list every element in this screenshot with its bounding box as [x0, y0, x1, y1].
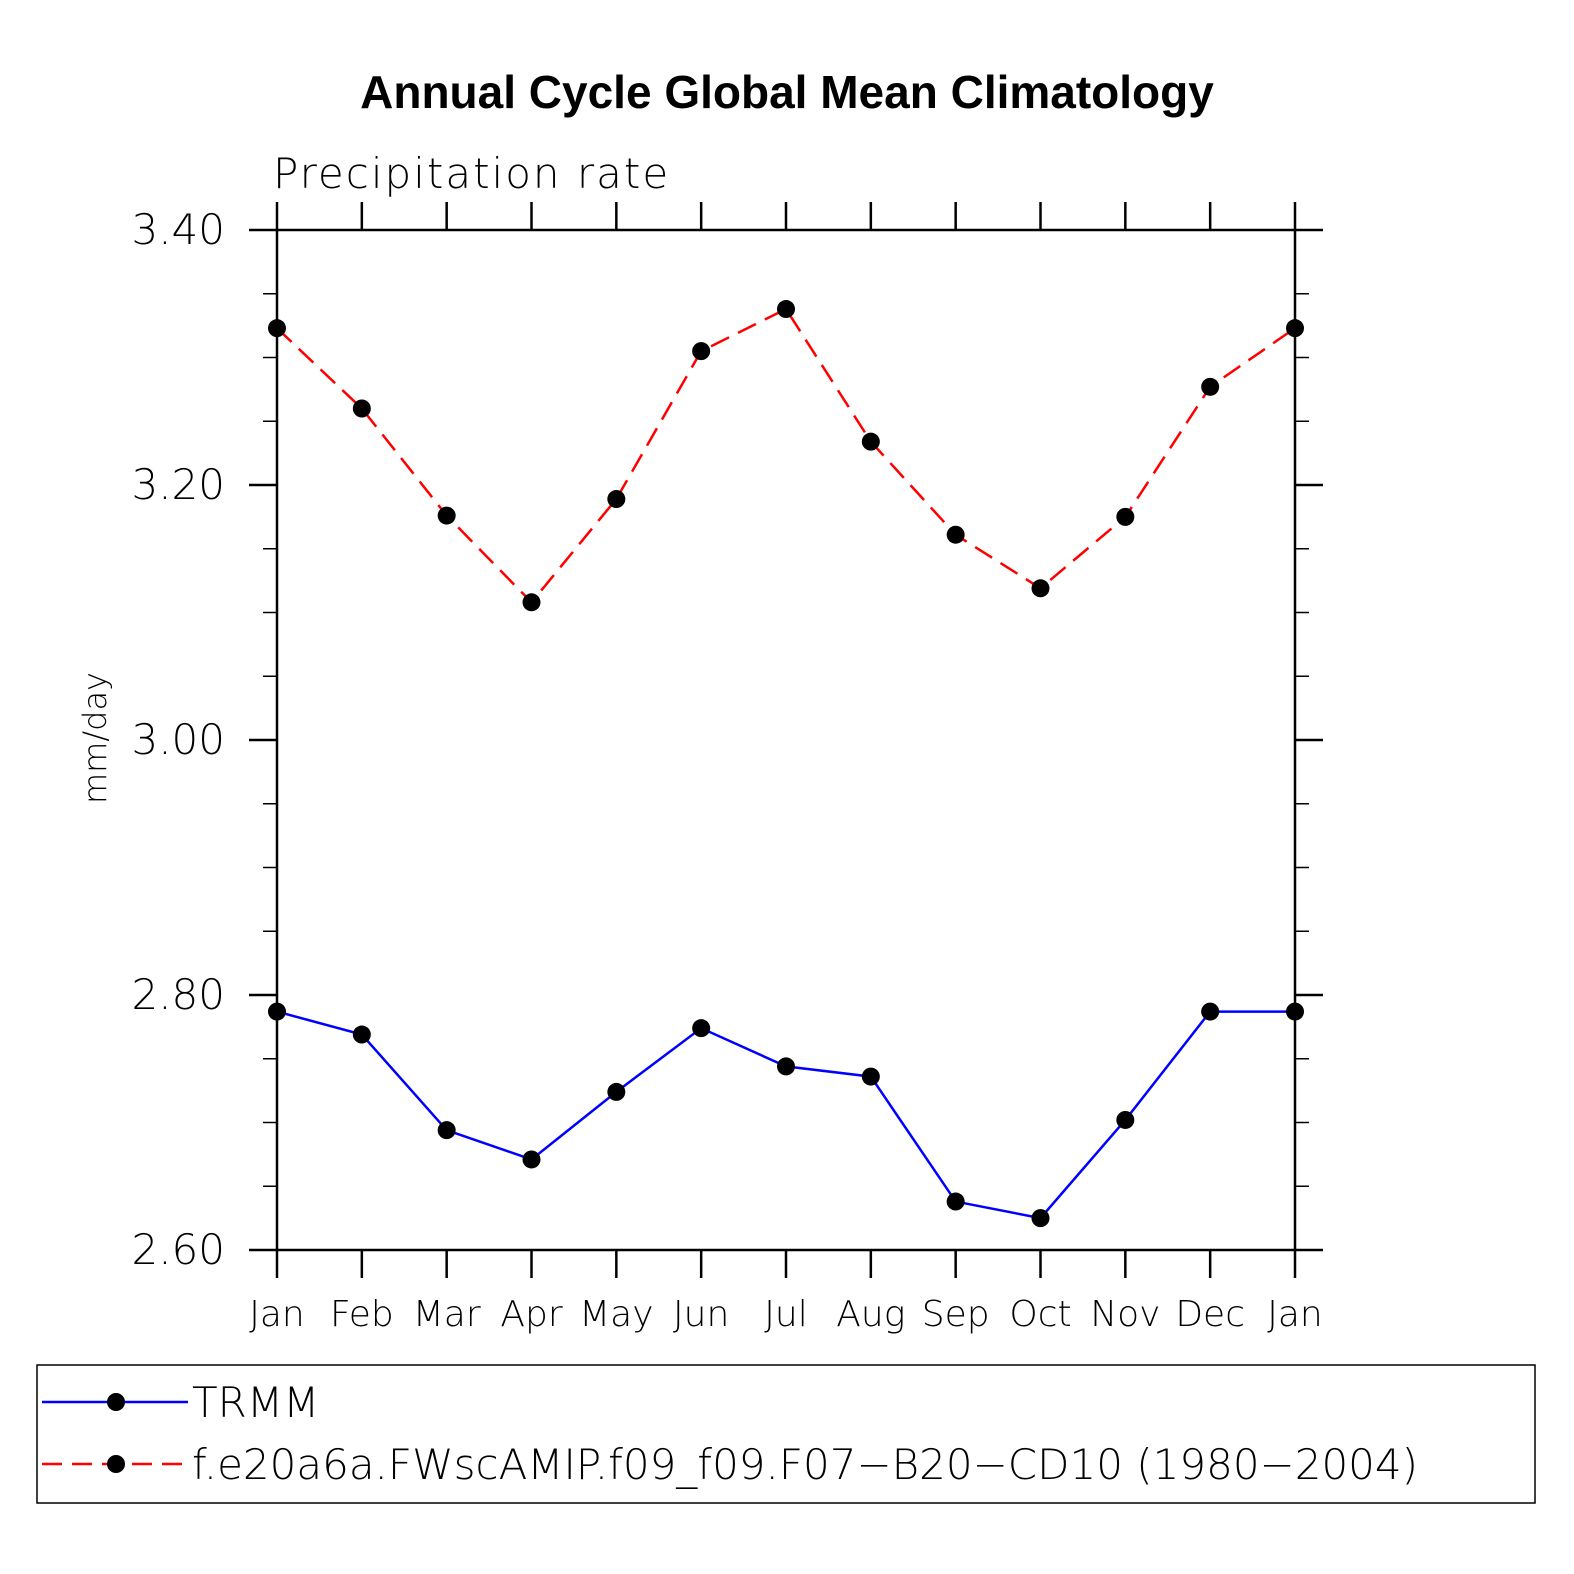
series-1-point: [861, 432, 880, 451]
x-tick-label: May: [579, 1294, 653, 1335]
series-0-point: [692, 1019, 711, 1038]
x-tick-label: Nov: [1090, 1294, 1160, 1335]
series-0-point: [861, 1067, 880, 1086]
legend-marker-0: [107, 1393, 125, 1411]
series-1-point: [352, 399, 371, 418]
x-tick-label: Oct: [1009, 1294, 1071, 1335]
series-0-point: [352, 1025, 371, 1044]
series-0-point: [1201, 1002, 1220, 1021]
series-1-point: [1031, 579, 1050, 598]
x-tick-label: Dec: [1175, 1294, 1245, 1335]
y-tick-label: 3.40: [131, 205, 225, 254]
series-0-point: [522, 1150, 541, 1169]
series-0-point: [268, 1002, 286, 1021]
x-tick-label: Mar: [413, 1294, 481, 1335]
x-tick-label: Jun: [673, 1294, 729, 1335]
legend-label-0: TRMM: [192, 1378, 319, 1427]
x-tick-label: Apr: [500, 1294, 562, 1335]
series-1-point: [1116, 507, 1135, 526]
series-1-point: [607, 490, 626, 509]
x-tick-label: Aug: [836, 1294, 905, 1335]
series-0-point: [1116, 1110, 1135, 1129]
series-0-point: [1031, 1209, 1050, 1228]
y-tick-label: 2.60: [131, 1225, 225, 1274]
x-tick-label: Feb: [330, 1294, 394, 1335]
y-tick-label: 3.00: [131, 715, 225, 764]
series-line-0: [276, 1010, 1295, 1220]
series-1-point: [268, 319, 286, 338]
chart-title: Annual Cycle Global Mean Climatology: [360, 66, 1214, 118]
series-0-point: [777, 1057, 795, 1076]
x-tick-label: Jul: [764, 1294, 807, 1335]
series-0-point: [1286, 1002, 1304, 1021]
series-line-1: [276, 307, 1296, 605]
x-tick-label: Jan: [1267, 1294, 1323, 1335]
series-1-point: [437, 506, 456, 525]
series-0-point: [946, 1192, 965, 1211]
y-tick-label: 3.20: [131, 460, 225, 509]
series-1-point: [777, 300, 795, 319]
legend-box: [36, 1364, 1536, 1504]
x-tick-label: Sep: [922, 1294, 990, 1335]
series-0-point: [437, 1121, 456, 1140]
series-0-point: [607, 1082, 626, 1101]
legend-label-1: f.e20a6a.FWscAMIP.f09_f09.F07−B20−CD10 (…: [192, 1440, 1418, 1489]
series-1-point: [946, 525, 965, 544]
x-tick-label: Jan: [249, 1294, 305, 1335]
y-tick-label: 2.80: [131, 970, 225, 1019]
series-1-point: [522, 593, 541, 612]
series-1-point: [1286, 319, 1304, 338]
chart-subtitle: Precipitation rate: [273, 149, 670, 198]
series-1-point: [1201, 377, 1220, 396]
legend-marker-1: [107, 1455, 125, 1473]
y-axis-label: mm/day: [76, 672, 114, 804]
series-1-point: [692, 342, 711, 361]
